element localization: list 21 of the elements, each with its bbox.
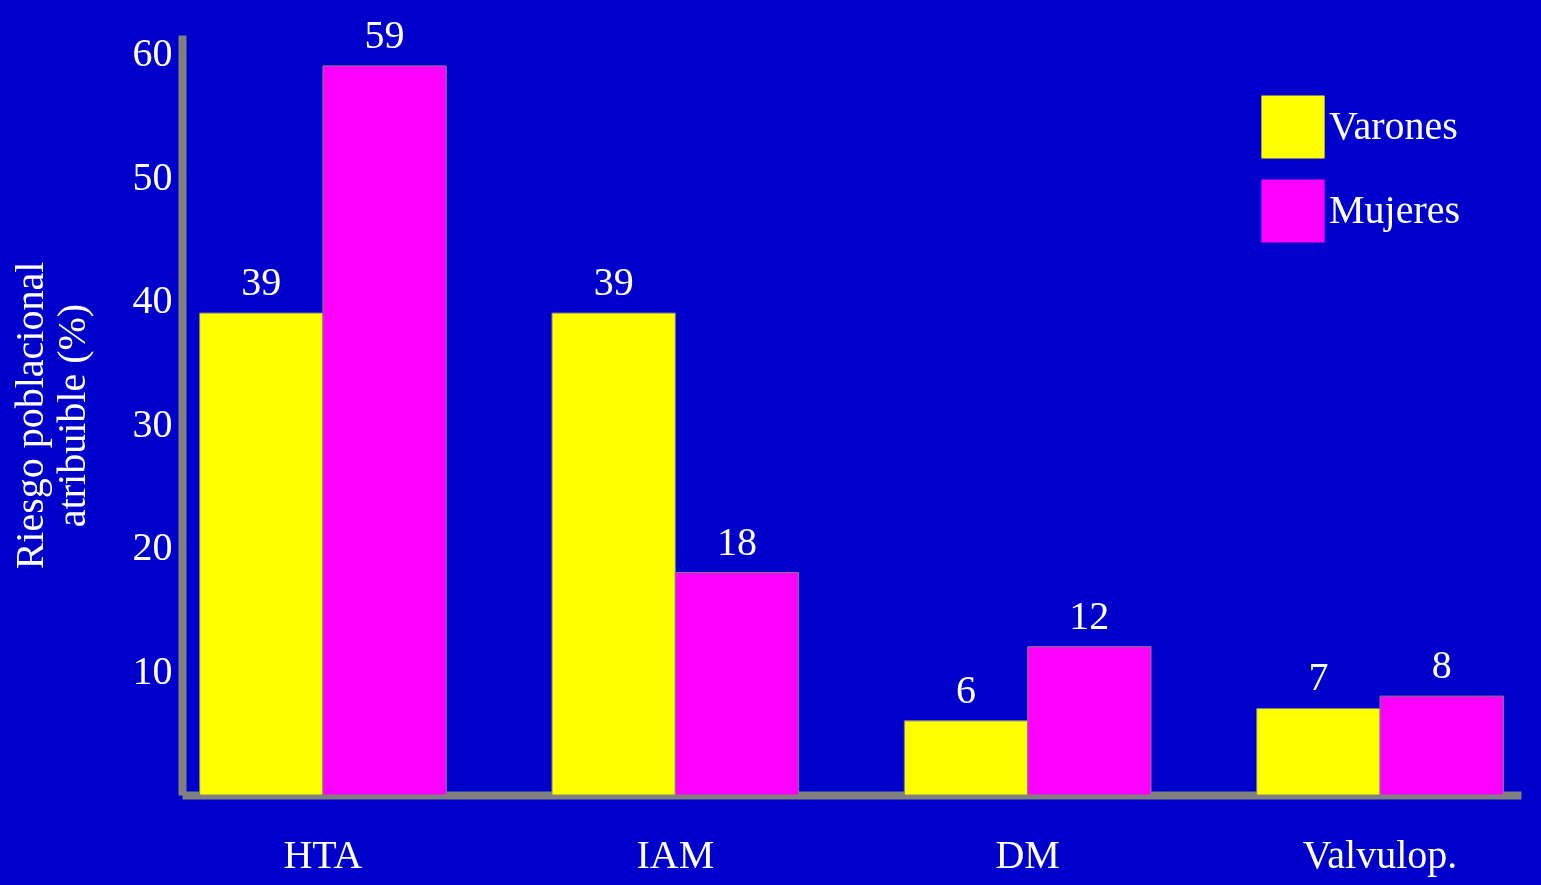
y-tick-label: 30	[132, 400, 173, 446]
y-tick-label: 10	[132, 647, 173, 693]
data-label: 39	[241, 259, 282, 305]
data-label: 8	[1431, 642, 1452, 688]
data-label: 12	[1069, 592, 1110, 638]
data-label: 6	[956, 666, 977, 712]
y-tick-label: 60	[132, 30, 173, 76]
data-label: 39	[593, 259, 634, 305]
x-tick-label: HTA	[283, 831, 363, 877]
legend-label: Mujeres	[1329, 187, 1461, 232]
y-tick-label: 20	[132, 524, 173, 570]
data-label: 59	[364, 11, 405, 57]
y-tick-label: 50	[132, 153, 173, 199]
legend-label: Varones	[1329, 103, 1458, 148]
x-tick-label: Valvulop.	[1302, 831, 1458, 877]
x-tick-label: DM	[995, 831, 1060, 877]
data-label: 18	[716, 518, 757, 564]
x-tick-label: IAM	[636, 831, 715, 877]
data-label: 7	[1308, 654, 1329, 700]
y-tick-label: 40	[132, 277, 173, 323]
y-axis-title: Riesgo poblacional atribuible (%)	[6, 261, 94, 570]
